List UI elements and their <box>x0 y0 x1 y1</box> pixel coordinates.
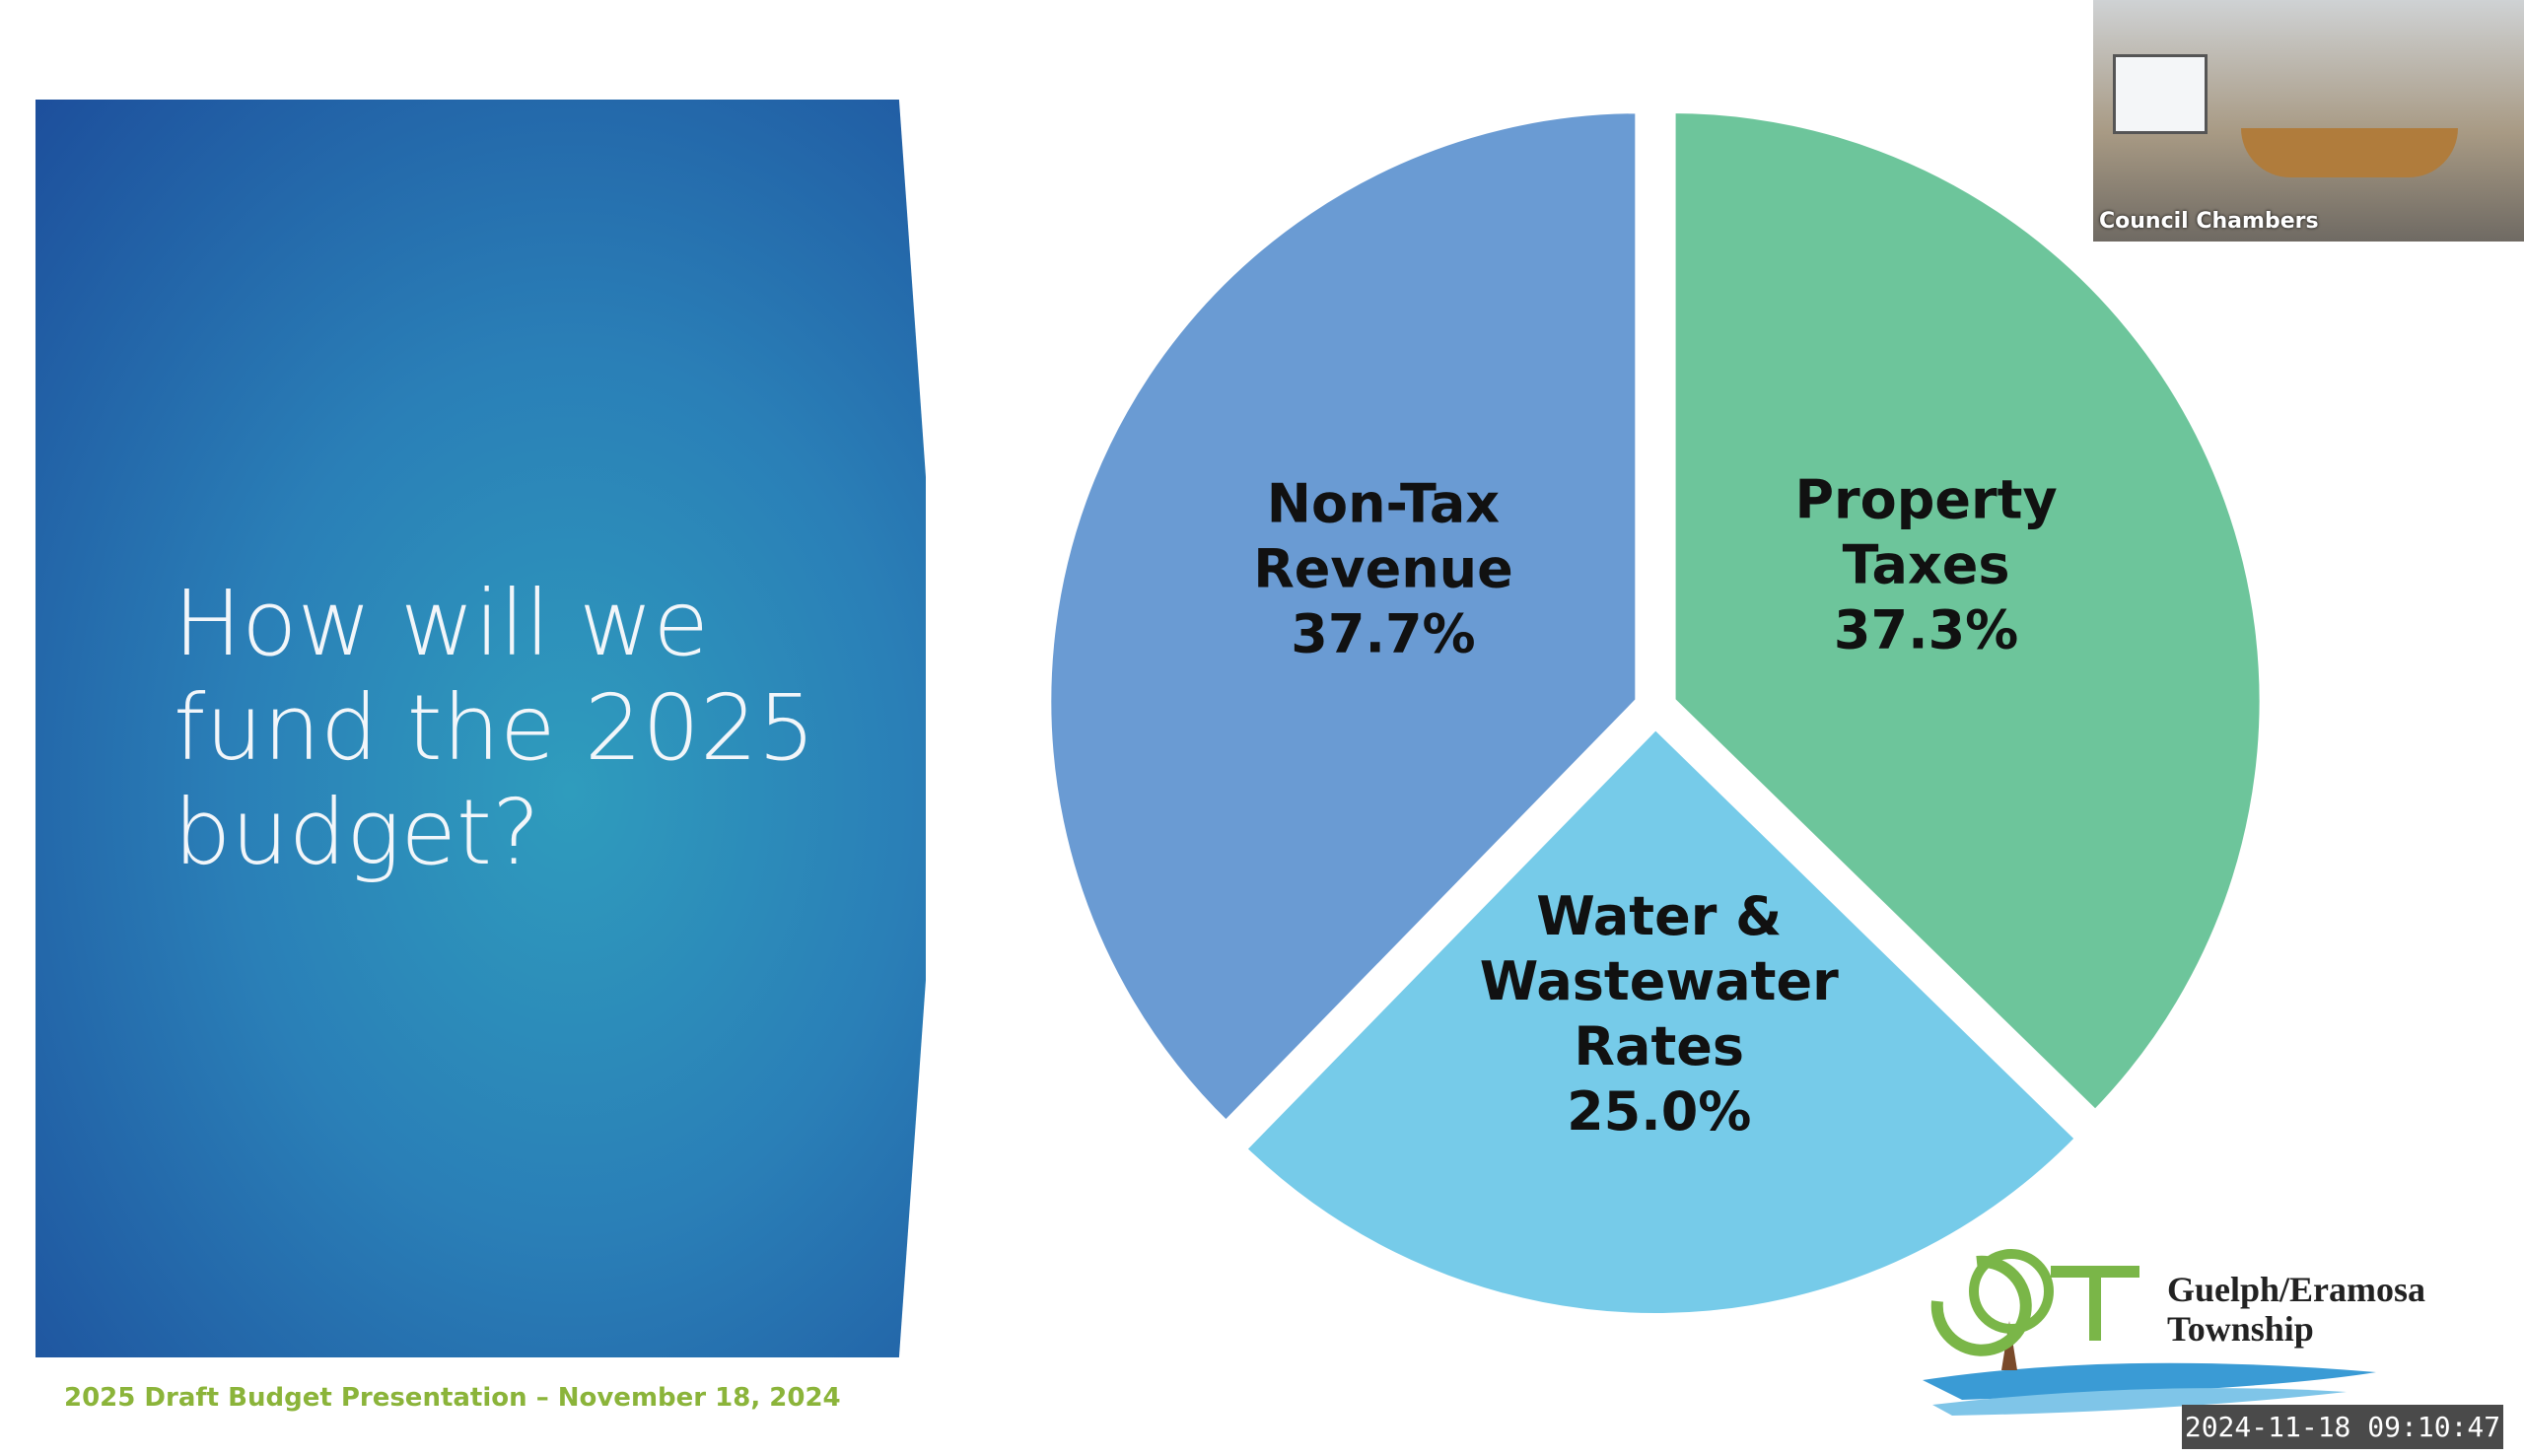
slice-category: Water & Wastewater Rates <box>1479 884 1839 1077</box>
logo-wave <box>1923 1362 2376 1400</box>
video-thumbnail: Council Chambers <box>2093 0 2524 242</box>
slice-label-box: Water & Wastewater Rates 25.0% <box>1452 884 1866 1144</box>
screen <box>2113 54 2208 134</box>
slice-value: 25.0% <box>1567 1079 1752 1143</box>
title-panel <box>35 100 926 1357</box>
timestamp: 2024-11-18 09:10:47 <box>2182 1405 2503 1449</box>
logo <box>1923 1249 2376 1416</box>
slice-value: 37.7% <box>1291 602 1476 665</box>
desk <box>2241 128 2458 177</box>
slice-category: Non-Tax Revenue <box>1253 472 1513 600</box>
slide-title: How will we fund the 2025 budget? <box>174 571 816 885</box>
logo-crown <box>1969 1249 2054 1334</box>
slice-value: 37.3% <box>1833 599 2019 662</box>
organization-name: Guelph/Eramosa Township <box>2167 1270 2426 1349</box>
slice-label-box: Property Taxes 37.3% <box>1719 468 2134 663</box>
pie-slice <box>1236 720 2085 1321</box>
slide-footer: 2025 Draft Budget Presentation – Novembe… <box>64 1383 841 1413</box>
logo-letters <box>1930 1255 2139 1356</box>
pie-slice <box>1667 105 2268 1120</box>
slice-category: Property Taxes <box>1794 469 2058 597</box>
logo-wave <box>1932 1388 2347 1416</box>
slice-label-box: Non-Tax Revenue 37.7% <box>1176 472 1590 667</box>
video-label: Council Chambers <box>2099 209 2319 234</box>
pie-slice <box>1043 105 1644 1131</box>
